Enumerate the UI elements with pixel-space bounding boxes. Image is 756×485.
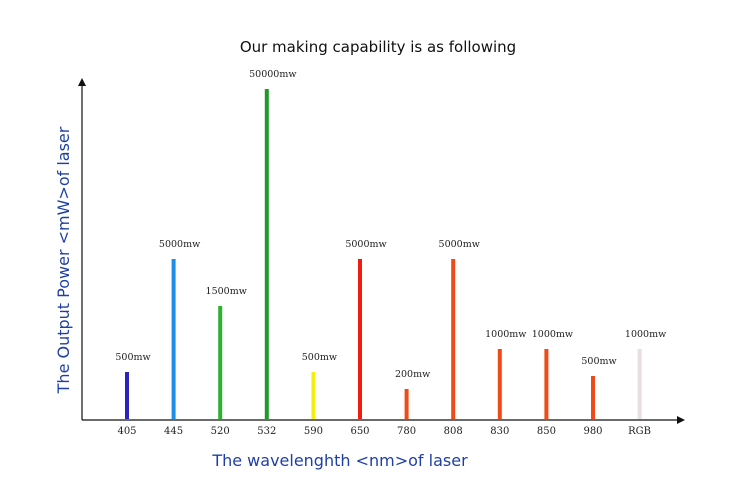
data-label-405: 500mw <box>115 352 150 363</box>
bar-808 <box>451 259 456 419</box>
y-axis-title: The Output Power <mW>of laser <box>54 126 73 394</box>
data-label-532: 50000mw <box>249 69 296 80</box>
bar-650 <box>358 259 362 419</box>
chart-title: Our making capability is as following <box>240 38 516 56</box>
x-tick-label-850: 850 <box>537 426 556 437</box>
bar-532 <box>264 89 269 419</box>
x-tick-label-520: 520 <box>211 426 230 437</box>
data-label-850: 1000mw <box>532 329 573 340</box>
x-tick-label-980: 980 <box>583 426 602 437</box>
bar-850 <box>544 349 549 419</box>
x-tick-label-808: 808 <box>444 426 463 437</box>
data-label-445: 5000mw <box>159 239 200 250</box>
data-label-590: 500mw <box>302 352 337 363</box>
data-label-520: 1500mw <box>206 286 247 297</box>
bar-980 <box>591 376 595 419</box>
x-tick-labels: 405 445 520 532 590 650 780 808 830 850 980 RGB <box>117 426 651 437</box>
x-tick-label-650: 650 <box>350 426 369 437</box>
bar-590 <box>311 372 316 419</box>
data-label-650: 5000mw <box>345 239 386 250</box>
data-label-808: 5000mw <box>439 239 480 250</box>
bar-520 <box>218 306 223 419</box>
x-axis-title: The wavelenghth <nm>of laser <box>211 451 468 470</box>
bar-445 <box>171 259 176 419</box>
bar-series <box>125 89 642 419</box>
data-label-RGB: 1000mw <box>625 329 666 340</box>
data-label-830: 1000mw <box>485 329 526 340</box>
data-label-780: 200mw <box>395 369 430 380</box>
x-tick-label-590: 590 <box>304 426 323 437</box>
bar-RGB <box>637 349 642 419</box>
data-labels: 500mw 5000mw 1500mw 50000mw 500mw 5000mw 200mw… <box>115 69 666 380</box>
x-tick-label-532: 532 <box>257 426 276 437</box>
bar-830 <box>497 349 502 419</box>
x-tick-label-405: 405 <box>117 426 136 437</box>
bar-780 <box>404 389 409 419</box>
x-tick-label-780: 780 <box>397 426 416 437</box>
x-tick-label-830: 830 <box>490 426 509 437</box>
bar-405 <box>125 372 129 419</box>
data-label-980: 500mw <box>581 356 616 367</box>
x-tick-label-445: 445 <box>164 426 183 437</box>
x-tick-label-RGB: RGB <box>628 426 651 437</box>
